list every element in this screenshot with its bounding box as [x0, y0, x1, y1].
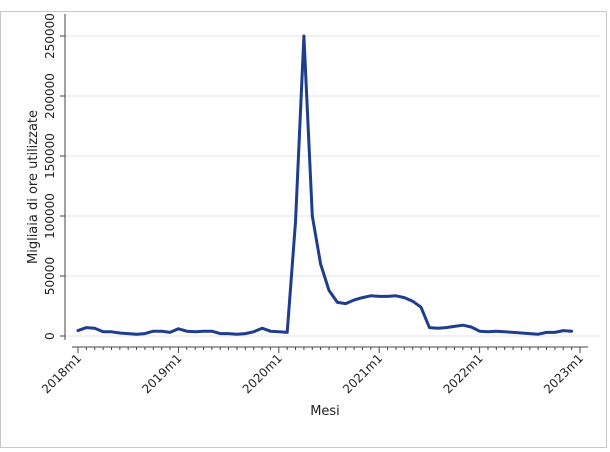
y-axis-title: Migliaia di ore utilizzate — [26, 110, 41, 264]
y-tick-label: 100000 — [43, 193, 57, 239]
y-tick-label: 250000 — [43, 13, 57, 59]
series-layer — [76, 34, 574, 336]
y-tick-label: 200000 — [43, 73, 57, 119]
grid-lines — [65, 35, 600, 337]
axis-labels: Migliaia di ore utilizzate Mesi — [26, 110, 340, 419]
y-tick-label: 150000 — [43, 133, 57, 179]
y-tick-label: 0 — [43, 332, 57, 340]
x-axis-title: Mesi — [310, 404, 340, 419]
series-line — [76, 34, 574, 336]
figure-frame — [0, 11, 607, 448]
y-tick-label: 50000 — [43, 257, 57, 295]
